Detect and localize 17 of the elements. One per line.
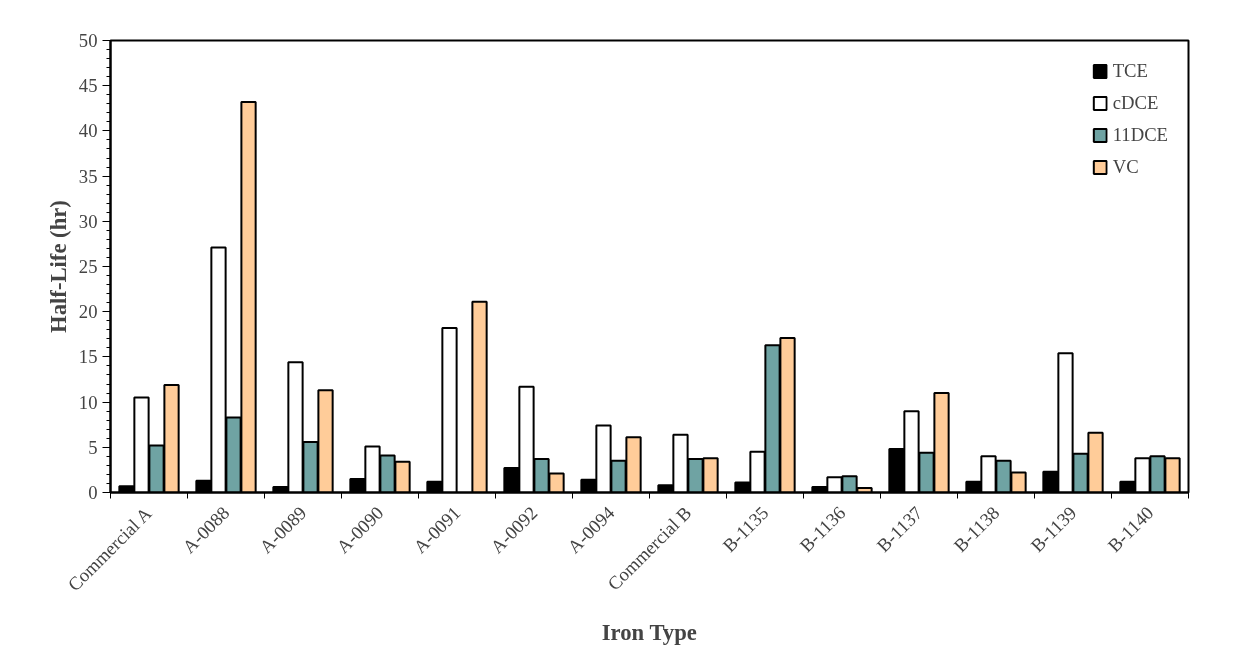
legend-label: VC [1112, 156, 1139, 178]
y-tick-label: 0 [88, 482, 98, 503]
y-tick-label: 40 [78, 120, 98, 142]
y-tick-label: 50 [78, 30, 98, 51]
legend-label: TCE [1112, 60, 1148, 82]
y-tick-label: 5 [88, 436, 98, 458]
y-tick-label: 15 [78, 346, 98, 368]
x-axis-title: Iron Type [601, 620, 697, 646]
y-tick-label: 25 [78, 256, 98, 277]
y-tick-label: 45 [78, 75, 98, 97]
y-axis-title: Half-Life (hr) [45, 200, 71, 333]
y-tick-label: 20 [78, 301, 98, 323]
legend-label: 11DCE [1112, 124, 1168, 146]
y-tick-label: 10 [78, 391, 98, 413]
y-tick-label: 30 [78, 210, 98, 232]
y-tick-label: 35 [78, 165, 98, 187]
legend-label: cDCE [1112, 92, 1159, 114]
